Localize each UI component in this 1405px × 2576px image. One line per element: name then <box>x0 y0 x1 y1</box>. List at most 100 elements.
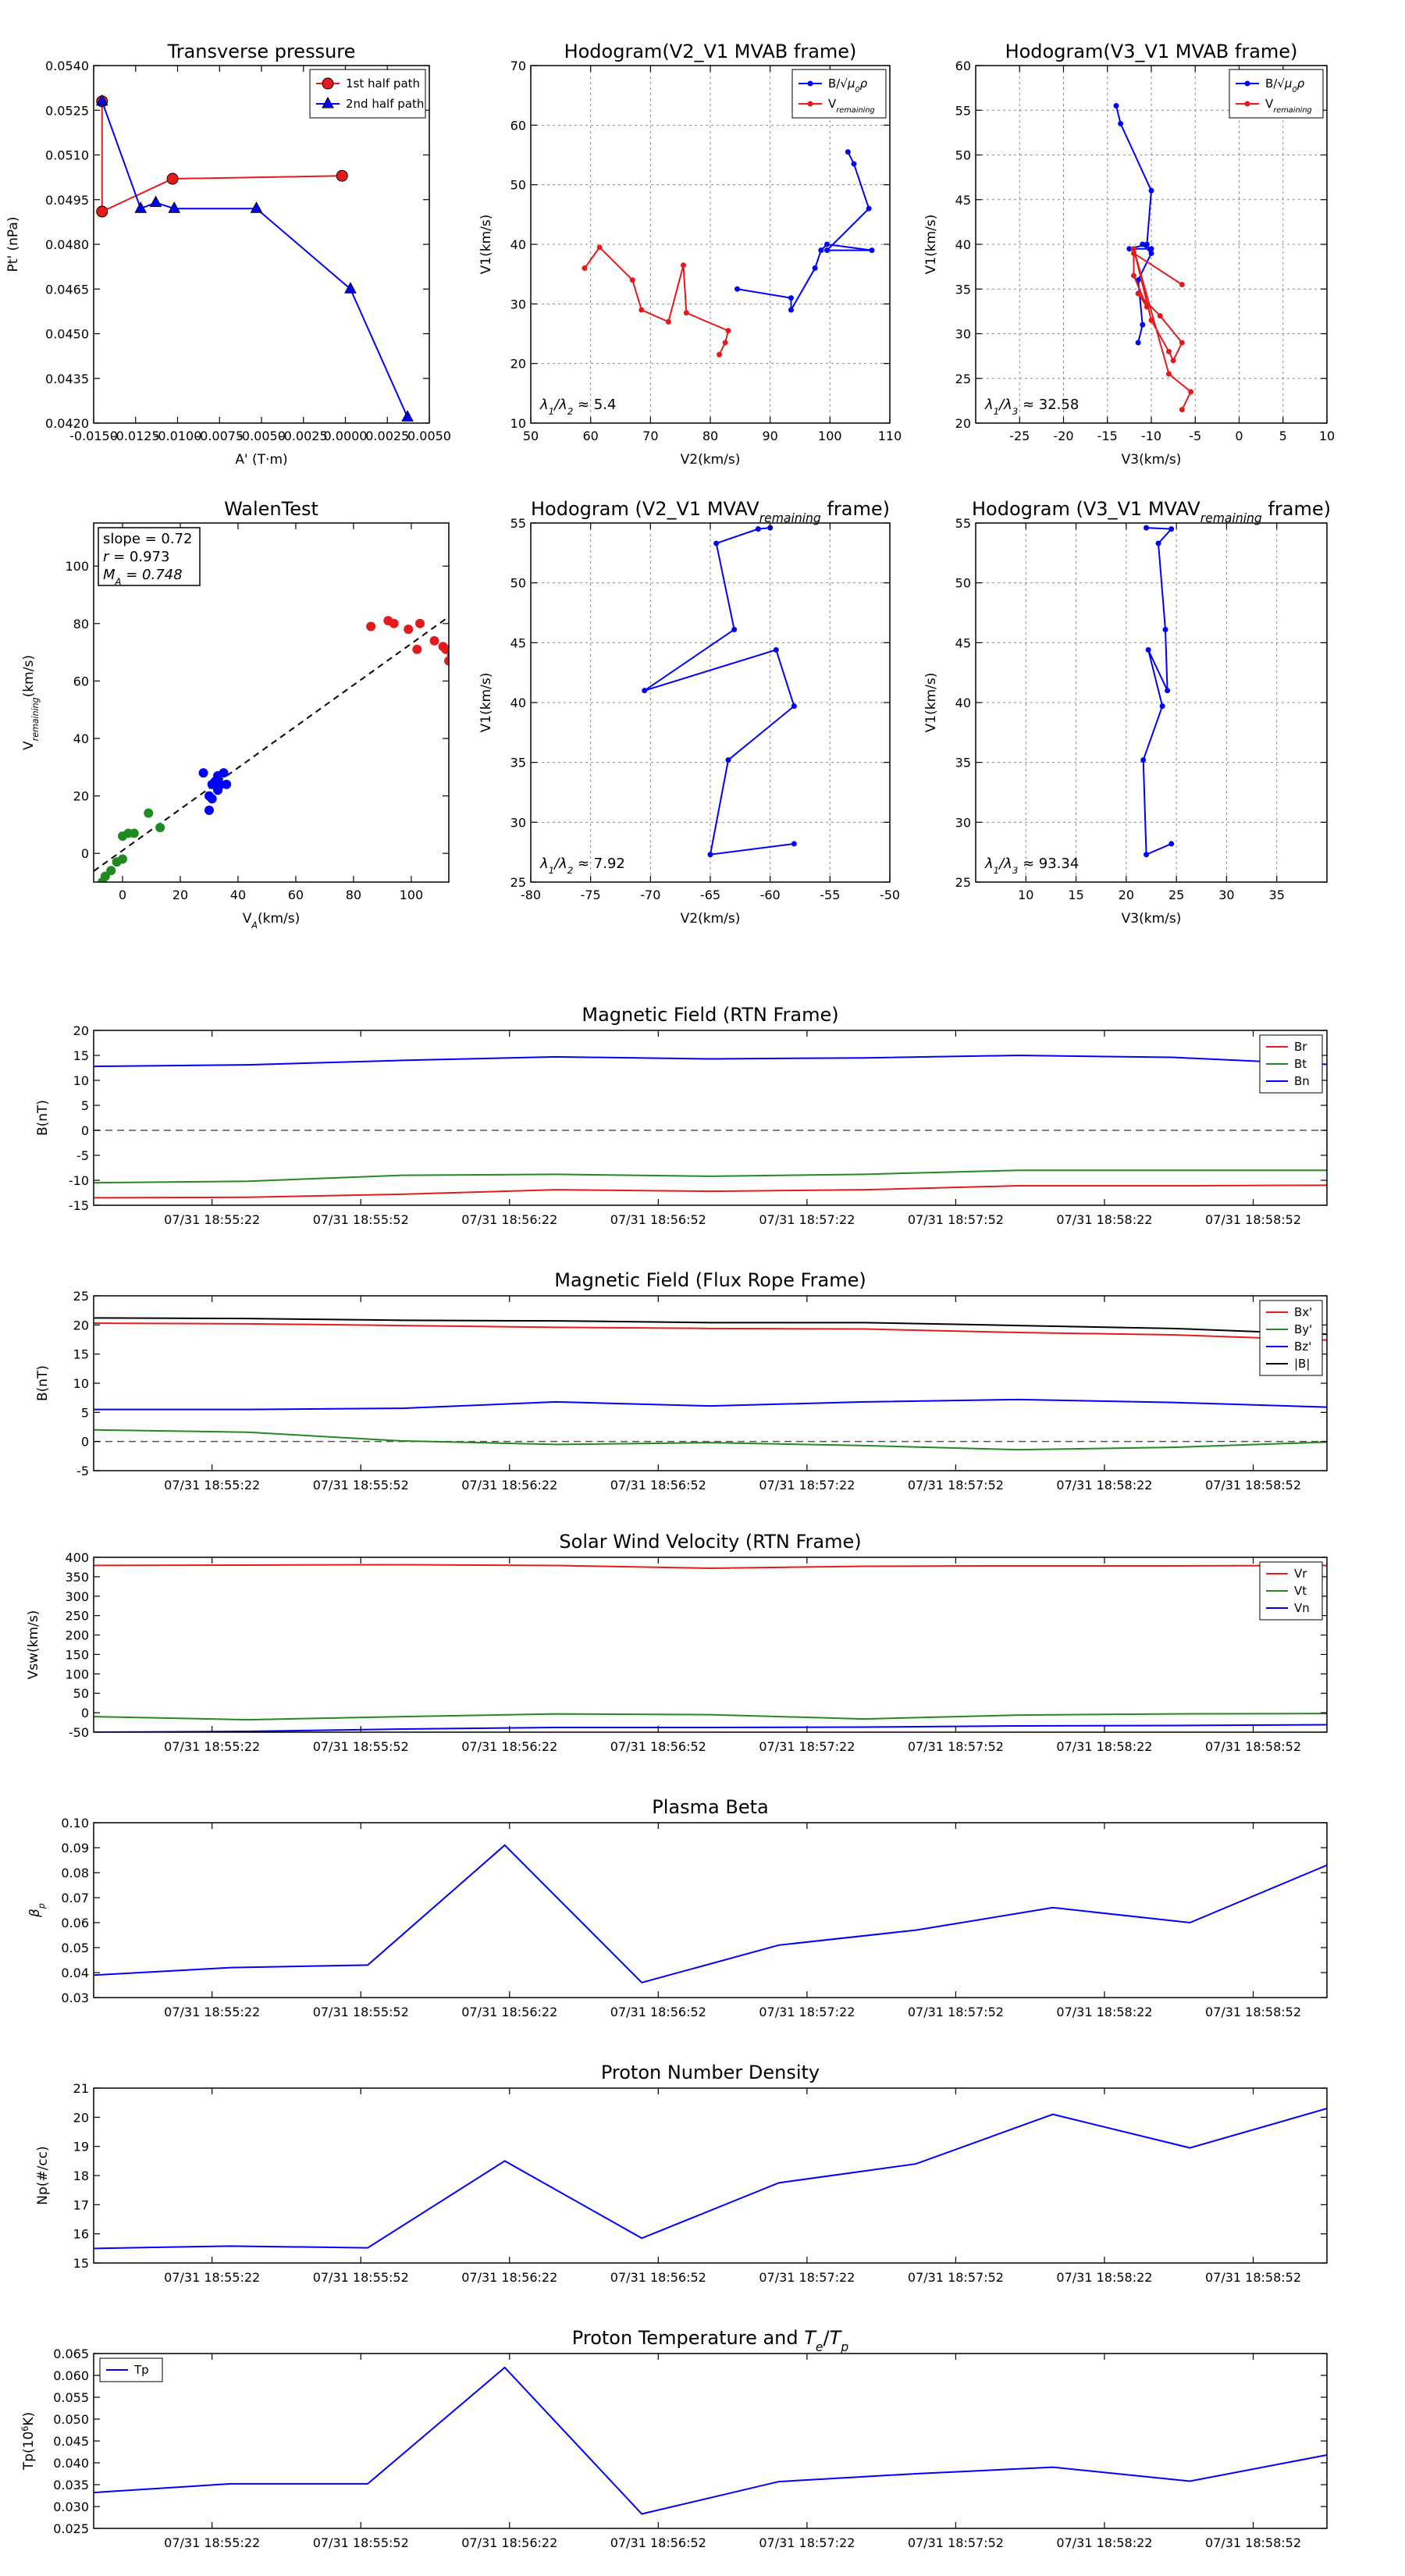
time-tick-label: 07/31 18:57:52 <box>908 1212 1004 1227</box>
hodogram-v2-v1-mvab-chart: 50 60 70 80 90 100 110 10 20 30 40 50 60 70 Hodogram(V… <box>478 41 902 468</box>
data-point <box>818 247 824 254</box>
y-tick-label: 0.0510 <box>45 148 89 163</box>
data-point <box>1166 371 1172 377</box>
chart-title: Hodogram (V3_V1 MVAVremaining frame) <box>972 498 1331 525</box>
data-point <box>222 779 232 789</box>
x-tick-label: -15 <box>1097 429 1118 443</box>
data-point <box>788 307 794 313</box>
y-tick-label: 250 <box>65 1609 89 1624</box>
lambda-ratio-annotation: λ1/λ3 ≈ 32.58 <box>984 397 1079 417</box>
time-tick-label: 07/31 18:56:22 <box>461 2270 557 2285</box>
x-tick-label: -50 <box>880 888 900 902</box>
time-tick-label: 07/31 18:57:52 <box>908 2005 1004 2019</box>
y-tick-label: -5 <box>76 1464 89 1478</box>
legend: 1st half path 2nd half path <box>309 69 426 119</box>
walen-stats: slope = 0.72 r = 0.973 MA = 0.748 <box>98 527 201 587</box>
data-point <box>204 806 214 815</box>
series-line-2nd half path <box>101 101 408 418</box>
y-tick-label: 60 <box>955 59 971 73</box>
y-tick-label: 15 <box>73 2256 89 2271</box>
y-tick-label: 0.050 <box>53 2412 89 2427</box>
y-tick-label: 19 <box>73 2140 89 2154</box>
data-point <box>1144 304 1150 310</box>
data-point <box>106 866 116 876</box>
y-tick-label: 0 <box>81 1706 89 1720</box>
legend-marker <box>1244 80 1250 87</box>
y-axis-label: V1(km/s) <box>478 673 494 733</box>
time-tick-label: 07/31 18:57:22 <box>759 1212 855 1227</box>
x-tick-label: 70 <box>642 429 658 443</box>
data-point <box>198 768 208 778</box>
y-tick-label: 50 <box>955 576 971 591</box>
y-tick-label: 50 <box>510 576 526 591</box>
data-point <box>642 688 648 694</box>
data-point <box>1168 841 1175 847</box>
y-tick-label: 21 <box>73 2081 89 2096</box>
chart-title: Proton Number Density <box>601 2062 820 2083</box>
y-tick-label: 0.0420 <box>45 416 89 431</box>
y-tick-label: 35 <box>510 756 526 770</box>
time-tick-label: 07/31 18:56:52 <box>610 1478 706 1493</box>
data-point <box>155 823 165 833</box>
y-tick-label: 0.0435 <box>45 372 89 386</box>
plot-area <box>94 2366 1327 2515</box>
walen-test-chart: 0 20 40 60 80 100 0 20 40 60 80 100 WalenTest VA(km/s… <box>21 498 450 930</box>
data-point <box>596 244 603 251</box>
data-point <box>166 173 179 185</box>
legend-box <box>1259 1561 1323 1621</box>
x-tick-label: 0.0050 <box>407 429 451 443</box>
data-point <box>665 318 671 325</box>
slope-text: slope = 0.72 <box>103 531 193 547</box>
y-tick-label: 35 <box>955 282 971 297</box>
hodogram-v3-v1-mvab-chart: -25 -20 -15 -10 -5 0 5 10 20 25 30 35 40 45 50 55 60 Hodo… <box>923 41 1335 468</box>
legend-label: Bz' <box>1294 1340 1311 1354</box>
series-line-By' <box>94 1429 1327 1451</box>
x-tick-label: 30 <box>1218 888 1234 902</box>
y-tick-label: 70 <box>510 59 526 73</box>
series-line-Bz' <box>94 1398 1327 1411</box>
legend-label-0: B/√μ0ρ <box>1265 76 1305 94</box>
x-tick-label: 60 <box>288 888 304 902</box>
series-line-Br <box>94 1184 1327 1199</box>
time-tick-label: 07/31 18:56:52 <box>610 1212 706 1227</box>
data-point <box>96 205 108 218</box>
data-point <box>731 626 738 632</box>
legend: Tp <box>99 2357 163 2382</box>
data-point <box>95 94 108 106</box>
series-line-track <box>644 527 795 856</box>
time-tick-label: 07/31 18:55:22 <box>164 2005 260 2019</box>
time-tick-label: 07/31 18:55:52 <box>313 1212 409 1227</box>
data-point <box>429 635 439 646</box>
data-point <box>1144 241 1150 247</box>
data-point <box>441 644 449 654</box>
x-tick-label: 40 <box>230 888 246 902</box>
time-tick-label: 07/31 18:56:52 <box>610 1739 706 1754</box>
x-tick-label: -75 <box>581 888 601 902</box>
x-tick-label: -10 <box>1141 429 1161 443</box>
lambda-ratio-annotation: λ1/λ3 ≈ 93.34 <box>984 856 1079 876</box>
time-tick-label: 07/31 18:55:52 <box>313 2270 409 2285</box>
chart-title: Solar Wind Velocity (RTN Frame) <box>559 1531 861 1553</box>
data-point <box>773 647 779 653</box>
data-point <box>681 262 686 269</box>
x-tick-label: 10 <box>1319 429 1335 443</box>
series-line-Bt <box>94 1169 1327 1184</box>
y-tick-label: 0.0465 <box>45 282 89 297</box>
data-point <box>755 526 761 532</box>
series-line-V_remaining <box>584 246 730 355</box>
x-tick-label: 15 <box>1068 888 1083 902</box>
legend-marker <box>807 101 813 107</box>
data-point <box>134 201 148 213</box>
data-point <box>812 265 818 272</box>
legend-label-1: Vremaining <box>1265 97 1312 115</box>
y-axis-label: V1(km/s) <box>923 215 939 275</box>
x-tick-label: 20 <box>1119 888 1134 902</box>
legend: Vr Vt Vn <box>1259 1561 1323 1621</box>
data-point <box>1118 120 1124 126</box>
x-tick-label: -70 <box>640 888 660 902</box>
chart-title: WalenTest <box>224 498 318 520</box>
data-point <box>725 328 731 334</box>
data-point <box>791 703 797 710</box>
